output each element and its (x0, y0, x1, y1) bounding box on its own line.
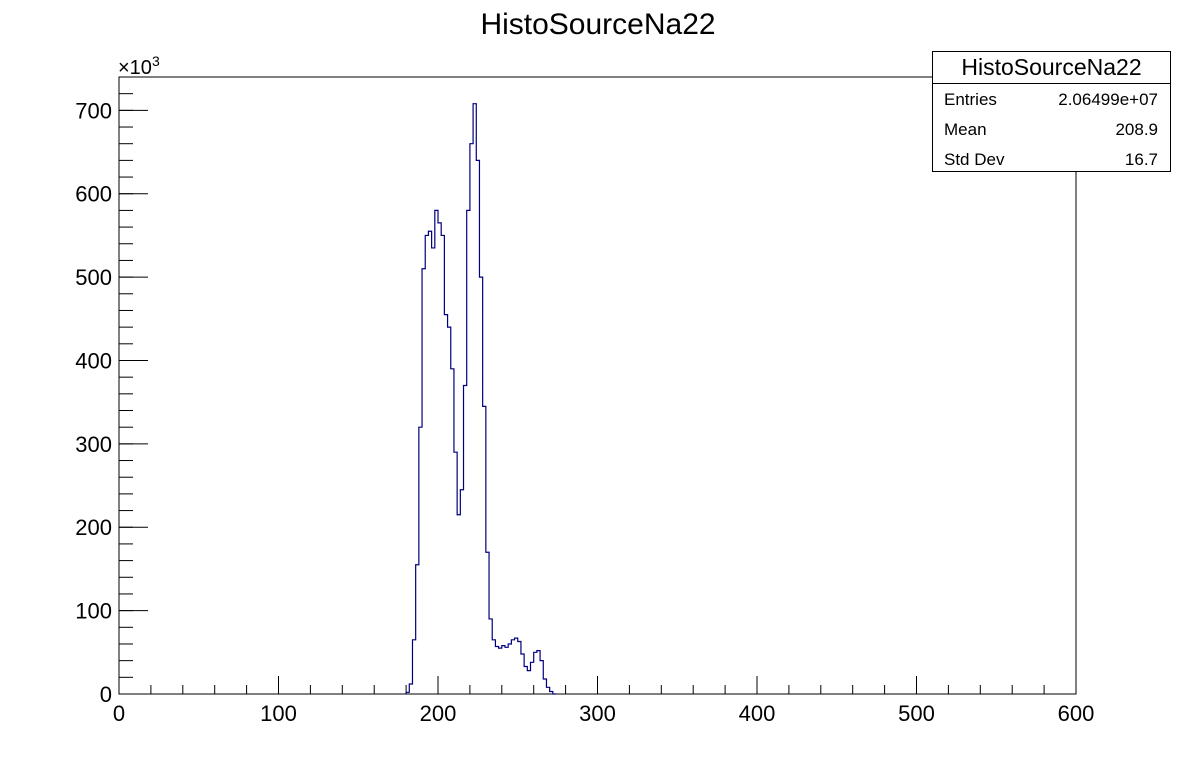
stats-row-stddev: Std Dev 16.7 (933, 144, 1170, 174)
y-tick-label: 600 (75, 182, 112, 207)
x-tick-label: 0 (113, 701, 125, 726)
x-tick-label: 200 (420, 701, 457, 726)
y-tick-label: 700 (75, 98, 112, 123)
x-tick-label: 100 (260, 701, 297, 726)
x-tick-label: 500 (898, 701, 935, 726)
stats-stddev-value: 16.7 (1124, 150, 1158, 169)
y-tick-label: 500 (75, 265, 112, 290)
stats-stddev-label: Std Dev (944, 150, 1005, 169)
x-tick-label: 400 (739, 701, 776, 726)
y-axis-multiplier: ×103 (118, 53, 160, 79)
stats-entries-label: Entries (944, 90, 997, 109)
x-axis: 0 100 200 300 400 500 600 (113, 676, 1094, 726)
y-tick-label: 100 (75, 599, 112, 624)
stats-box: HistoSourceNa22 Entries 2.06499e+07 Mean… (932, 51, 1171, 172)
x-tick-label: 600 (1058, 701, 1095, 726)
y-tick-label: 300 (75, 432, 112, 457)
y-axis: 0 100 200 300 400 500 600 700 (75, 76, 148, 707)
chart-title: HistoSourceNa22 (480, 8, 716, 41)
y-tick-label: 400 (75, 348, 112, 373)
stats-entries-value: 2.06499e+07 (1058, 90, 1158, 109)
stats-row-entries: Entries 2.06499e+07 (933, 84, 1170, 114)
x-tick-label: 300 (579, 701, 616, 726)
stats-row-mean: Mean 208.9 (933, 114, 1170, 144)
stats-title: HistoSourceNa22 (933, 52, 1170, 84)
stats-mean-value: 208.9 (1115, 120, 1158, 139)
y-tick-label: 200 (75, 515, 112, 540)
stats-mean-label: Mean (944, 120, 987, 139)
histogram-line (405, 103, 557, 695)
y-tick-label: 0 (100, 682, 112, 707)
